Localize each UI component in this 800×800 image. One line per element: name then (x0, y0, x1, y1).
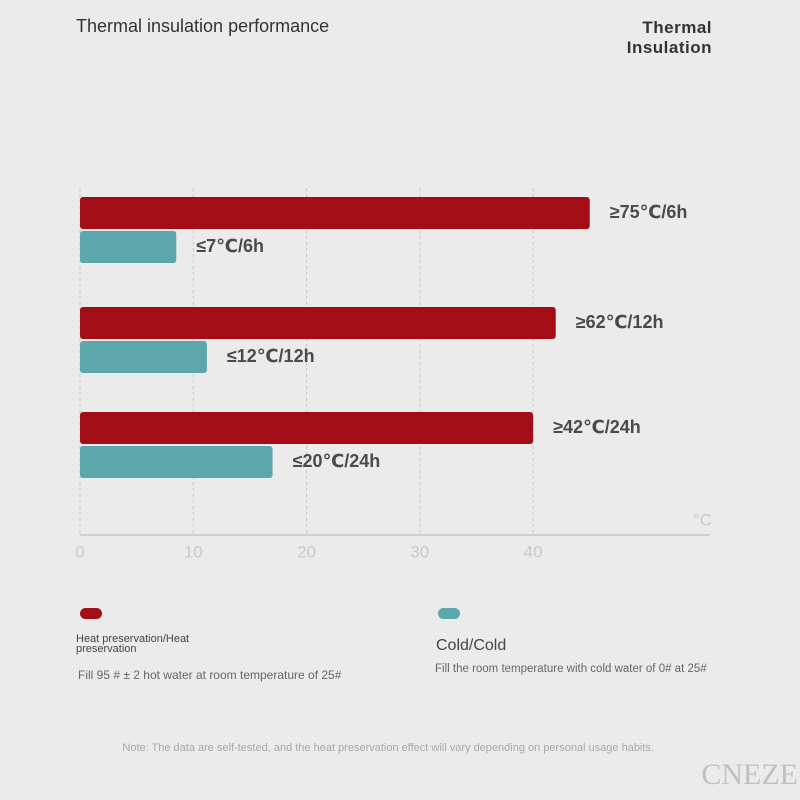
legend-name: Heat preservation/Heat preservation (76, 633, 190, 655)
x-tick-label: 20 (297, 542, 316, 561)
legend-swatch (438, 608, 460, 619)
legend-description: Fill 95 # ± 2 hot water at room temperat… (78, 668, 342, 682)
title: Thermal insulation performance (76, 16, 329, 36)
bar-label: ≥75℃/6h (610, 202, 688, 222)
bar-label: ≤7℃/6h (196, 236, 264, 256)
x-tick-label: 40 (524, 542, 543, 561)
bar (80, 341, 207, 373)
legend-swatch (80, 608, 102, 619)
bar-label: ≥42℃/24h (553, 417, 641, 437)
bar (80, 231, 177, 263)
x-unit: °C (693, 510, 712, 529)
bar (80, 197, 590, 229)
bar-label: ≥62℃/12h (576, 312, 664, 332)
legend-name: Cold/Cold (436, 637, 507, 654)
bar (80, 446, 273, 478)
x-tick-label: 0 (75, 542, 84, 561)
badge: Thermal Insulation (626, 18, 712, 57)
watermark: CNEZE (701, 758, 798, 791)
badge-box: Thermal Insulation (626, 18, 712, 57)
x-tick-label: 30 (410, 542, 429, 561)
bar-label: ≤20℃/24h (293, 451, 381, 471)
legend-description: Fill the room temperature with cold wate… (435, 663, 707, 675)
x-tick-label: 10 (184, 542, 203, 561)
bar (80, 307, 556, 339)
note: Note: The data are self-tested, and the … (122, 742, 654, 754)
bar (80, 412, 534, 444)
bar-label: ≤12℃/12h (227, 346, 315, 366)
